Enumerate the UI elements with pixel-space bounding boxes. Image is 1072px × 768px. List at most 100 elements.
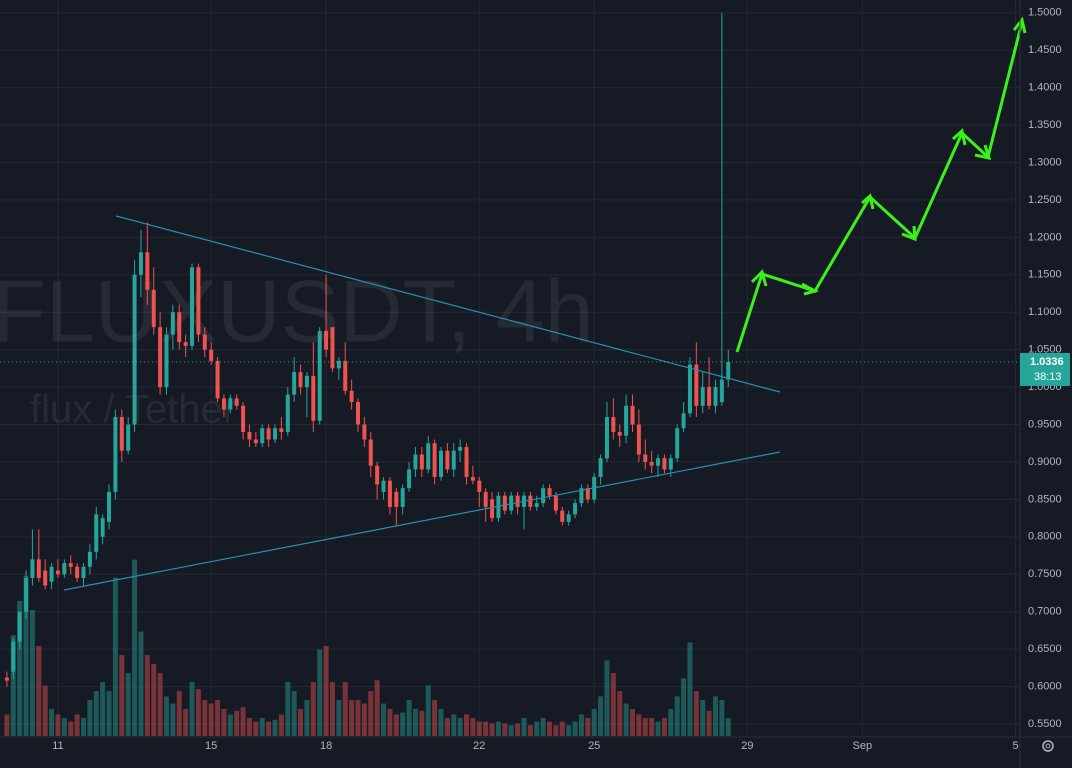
candle-body xyxy=(36,559,41,579)
arrow-head xyxy=(952,128,967,146)
volume-bar xyxy=(636,714,642,736)
candle-body xyxy=(496,495,501,519)
volume-bar xyxy=(553,725,559,736)
volume-bar xyxy=(151,664,157,736)
candle-body xyxy=(202,334,207,350)
candle-body xyxy=(349,390,354,403)
volume-bar xyxy=(266,721,272,736)
candle-body xyxy=(438,450,443,477)
candle-body xyxy=(266,428,271,440)
volume-bar xyxy=(304,700,310,736)
volume-bar xyxy=(406,700,412,736)
volume-bar xyxy=(585,718,591,736)
candle-body xyxy=(400,488,405,507)
candle-body xyxy=(228,398,233,410)
volume-bar xyxy=(693,691,699,736)
volume-bar xyxy=(183,709,189,736)
volume-bar xyxy=(208,703,214,736)
candle-layer xyxy=(4,12,731,687)
y-tick-label: 0.7000 xyxy=(1028,606,1062,618)
trend-line-upper xyxy=(115,215,781,393)
candle-body xyxy=(528,495,533,507)
candle-body xyxy=(426,443,431,470)
candle-body xyxy=(700,387,705,406)
candle-body xyxy=(100,518,105,537)
volume-bar xyxy=(540,718,546,736)
volume-bar xyxy=(336,700,342,736)
candle-body xyxy=(253,439,258,444)
y-tick-label: 0.7500 xyxy=(1028,568,1062,580)
candle-body xyxy=(707,387,712,406)
candle-body xyxy=(598,458,603,477)
candle-body xyxy=(196,267,201,335)
candle-body xyxy=(458,446,463,451)
volume-bar xyxy=(483,721,489,736)
volume-bar xyxy=(272,719,278,736)
volume-bar xyxy=(93,691,99,736)
volume-bar xyxy=(138,631,144,736)
candle-body xyxy=(68,563,73,567)
candle-body xyxy=(87,551,92,567)
arrow-head xyxy=(974,144,992,161)
axes: 1.5000 1.4500 1.4000 1.3500 1.3000 1.2500 1.20… xyxy=(0,7,1070,752)
volume-bar xyxy=(106,691,112,736)
y-tick-label: 0.8000 xyxy=(1028,531,1062,543)
volume-bar xyxy=(176,691,182,736)
volume-bar xyxy=(259,718,265,736)
x-tick-label: Sep xyxy=(853,740,873,752)
candle-body xyxy=(30,559,35,579)
candle-body xyxy=(649,461,654,466)
candle-body xyxy=(43,570,48,586)
volume-bar xyxy=(278,714,284,736)
gear-center[interactable] xyxy=(1045,743,1051,749)
candle-body xyxy=(630,405,635,425)
candle-body xyxy=(304,375,309,388)
candle-body xyxy=(215,360,220,399)
volume-bar xyxy=(374,680,380,736)
volume-bar xyxy=(4,714,10,736)
settings-icon[interactable] xyxy=(1042,740,1054,752)
candle-body xyxy=(636,424,641,455)
x-tick-label: 11 xyxy=(52,740,63,752)
candle-body xyxy=(221,398,226,410)
y-tick-label: 1.1500 xyxy=(1028,269,1062,281)
volume-bar xyxy=(412,709,418,736)
volume-bar xyxy=(444,718,450,736)
candle-body xyxy=(311,375,316,421)
candle-body xyxy=(394,491,399,507)
volume-bar xyxy=(112,577,118,736)
arrow-head xyxy=(901,225,917,242)
volume-bar xyxy=(464,714,470,736)
volume-bar xyxy=(489,723,495,736)
y-tick-label: 1.1000 xyxy=(1028,306,1062,318)
candle-body xyxy=(11,641,16,672)
y-tick-label: 1.5000 xyxy=(1028,7,1062,19)
volume-bar xyxy=(310,682,316,736)
arrow-head xyxy=(801,282,820,296)
y-tick-label: 0.9000 xyxy=(1028,456,1062,468)
gear[interactable] xyxy=(1042,740,1054,752)
volume-bar xyxy=(623,703,629,736)
x-tick-label: 25 xyxy=(588,740,600,752)
volume-bar xyxy=(42,685,48,736)
x-tick-label: 29 xyxy=(741,740,753,752)
volume-bar xyxy=(189,682,195,736)
arrow-head xyxy=(861,193,875,210)
volume-bar xyxy=(700,700,706,736)
candle-body xyxy=(279,428,284,433)
candle-body xyxy=(534,503,539,507)
volume-bar xyxy=(221,709,227,736)
volume-bar xyxy=(681,678,687,736)
candle-body xyxy=(164,334,169,388)
volume-bar xyxy=(649,718,655,736)
candle-body xyxy=(362,424,367,440)
volume-bar xyxy=(508,725,514,736)
candle-body xyxy=(566,514,571,522)
candle-body xyxy=(662,458,667,470)
volume-bar xyxy=(68,721,74,736)
volume-layer xyxy=(4,559,731,736)
volume-bar xyxy=(457,718,463,736)
candle-body xyxy=(719,379,724,403)
y-tick-label: 1.3500 xyxy=(1028,119,1062,131)
